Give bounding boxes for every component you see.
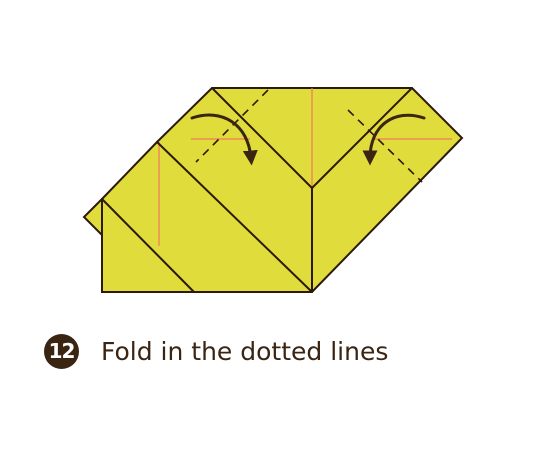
step-instruction: Fold in the dotted lines [101,336,389,366]
right-fold-arrow-icon [362,113,426,166]
paper-body [82,87,464,293]
edge-top-right-diagonal [311,87,413,189]
left-fold-arrow-icon [190,113,258,166]
step-caption: 12 Fold in the dotted lines [44,333,388,369]
step-number: 12 [48,339,76,363]
fold-arrows [190,113,426,166]
edge-left-small-flap [101,198,195,293]
fold-edges [101,87,413,293]
dotted-line-right [347,109,423,183]
dotted-line-left [195,89,269,163]
step-number-badge: 12 [44,333,79,369]
edge-top-left-diagonal [211,87,313,189]
crease-lines [158,88,452,246]
dotted-fold-lines [195,89,423,183]
folded-paper [82,87,464,293]
edge-left-large-diagonal [156,141,313,293]
